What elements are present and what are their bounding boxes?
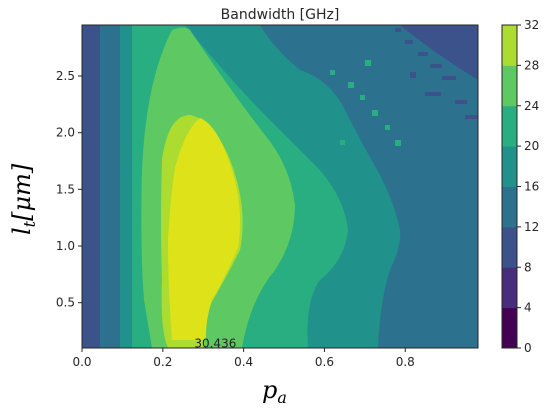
y-tick-label: 1.0 (56, 239, 75, 253)
x-axis-label-main: p (262, 376, 277, 404)
y-axis-label-unit: [μm] (8, 163, 36, 221)
y-tick-label: 1.5 (56, 182, 75, 196)
contour-regions (82, 25, 478, 348)
colorbar-segment (502, 146, 517, 187)
svg-text:lt[μm]: lt[μm] (8, 163, 39, 235)
colorbar-segment (502, 226, 517, 268)
colorbar-tick-label: 16 (524, 180, 539, 194)
y-axis-label-main: l (8, 227, 36, 235)
colorbar-tick-label: 20 (524, 139, 539, 153)
colorbar-segment (502, 267, 517, 309)
colorbar-segment (502, 65, 517, 107)
colorbar-tick-label: 12 (524, 220, 539, 234)
y-tick-label: 2.5 (56, 69, 75, 83)
x-axis-label-sub: a (277, 388, 287, 407)
colorbar-tick-label: 8 (524, 260, 532, 274)
colorbar: 0 4 8 12 16 20 24 28 32 (501, 18, 539, 355)
x-tick-label: 0.4 (234, 355, 253, 369)
x-axis-ticks: 0.0 0.2 0.4 0.6 0.8 (72, 348, 415, 369)
y-axis-ticks: 0.5 1.0 1.5 2.0 2.5 (56, 69, 82, 310)
y-tick-label: 0.5 (56, 296, 75, 310)
x-tick-label: 0.6 (315, 355, 334, 369)
svg-text:pa: pa (262, 376, 287, 407)
contour-band-32-36 (168, 118, 240, 340)
colorbar-segment (502, 186, 517, 228)
colorbar-tick-label: 4 (524, 301, 532, 315)
colorbar-tick-label: 0 (524, 341, 532, 355)
plot-frame (81, 24, 479, 349)
x-tick-label: 0.8 (396, 355, 415, 369)
colorbar-tick-label: 28 (524, 58, 539, 72)
colorbar-segment (502, 105, 517, 147)
y-tick-label: 2.0 (56, 126, 75, 140)
colorbar-segment (502, 307, 517, 349)
x-tick-label: 0.0 (72, 355, 91, 369)
y-axis-label-sub: t (20, 220, 39, 227)
colorbar-segment (502, 25, 517, 66)
chart-title: Bandwidth [GHz] (221, 7, 340, 23)
x-axis-label: pa (262, 376, 287, 407)
y-axis-label: lt[μm] (8, 163, 39, 235)
contour-label: 30.436 (194, 337, 236, 351)
colorbar-tick-label: 32 (524, 18, 539, 32)
noisy-region-middle (330, 60, 401, 146)
x-tick-label: 0.2 (153, 355, 172, 369)
colorbar-tick-label: 24 (524, 99, 539, 113)
noisy-region-upper-right (395, 28, 478, 119)
